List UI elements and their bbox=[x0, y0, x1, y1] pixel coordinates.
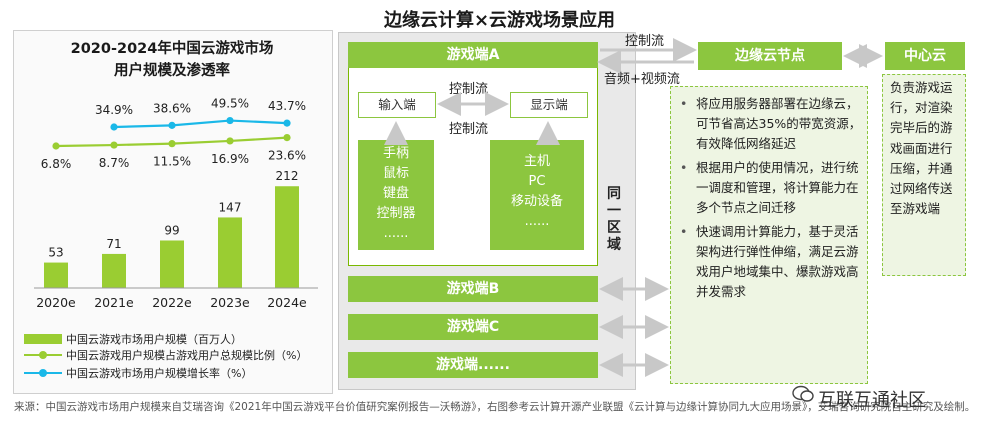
growth-label-2024e: 43.7% bbox=[268, 99, 306, 113]
input-device-1: 手柄 bbox=[382, 146, 409, 161]
legend-label-bar: 中国云游戏市场用户规模（百万人） bbox=[66, 333, 242, 346]
display-device-2: PC bbox=[528, 174, 546, 189]
chart-svg: 53 71 99 147 212 6.8% 8.7% 11.5% 16.9% 23.6% 34.9… bbox=[34, 97, 318, 310]
wechat-icon bbox=[792, 385, 814, 402]
category-label-2023e: 2023e bbox=[210, 295, 250, 310]
bar-label-2021e: 71 bbox=[106, 237, 121, 251]
legend-swatch-growth bbox=[24, 368, 62, 378]
bar-label-2020e: 53 bbox=[48, 246, 63, 260]
center-cloud-text: 负责游戏运行，对渲染完毕后的游戏画面进行压缩，并通过网络传送至游戏端 bbox=[890, 80, 953, 217]
edge-node-title: 边缘云节点 bbox=[698, 42, 842, 70]
ratio-point-2021e bbox=[110, 141, 118, 149]
ratio-point-2020e bbox=[52, 142, 60, 150]
growth-line bbox=[113, 119, 288, 129]
chart-title: 2020-2024年中国云游戏市场 用户规模及渗透率 bbox=[13, 38, 331, 82]
chart-title-line2: 用户规模及渗透率 bbox=[114, 63, 230, 79]
center-cloud-panel bbox=[882, 74, 966, 276]
bar-label-2024e: 212 bbox=[276, 169, 299, 183]
legend-item-ratio: 中国云游戏用户规模占游戏用户总规模比例（%） bbox=[24, 348, 307, 362]
client-c-bar: 游戏端C bbox=[348, 314, 598, 340]
legend-item-growth: 中国云游戏市场用户规模增长率（%） bbox=[24, 366, 252, 380]
center-cloud-title: 中心云 bbox=[885, 42, 965, 70]
display-device-3: 移动设备 bbox=[510, 194, 563, 209]
growth-label-2021e: 34.9% bbox=[95, 103, 133, 117]
display-device-4: ...... bbox=[524, 214, 550, 229]
category-label-2020e: 2020e bbox=[36, 295, 76, 310]
display-devices-box: 主机 PC 移动设备 ...... bbox=[490, 140, 584, 250]
input-devices-box: 手柄 鼠标 键盘 控制器 ...... bbox=[358, 140, 434, 250]
category-label-2021e: 2021e bbox=[94, 295, 134, 310]
legend-swatch-ratio bbox=[24, 350, 62, 360]
bar-2020e bbox=[44, 262, 68, 288]
growth-point-2024e bbox=[283, 119, 291, 127]
category-label-2022e: 2022e bbox=[152, 295, 192, 310]
edge-point-3: 快速调用计算能力，基于灵活架构进行弹性伸缩，满足云游戏用户地域集中、爆款游戏高并… bbox=[678, 222, 864, 302]
bar-2021e bbox=[102, 253, 126, 288]
growth-label-2023e: 49.5% bbox=[211, 97, 249, 111]
flow-label-av: 音频+视频流 bbox=[604, 72, 680, 87]
input-device-3: 键盘 bbox=[382, 186, 409, 201]
legend-item-bar: 中国云游戏市场用户规模（百万人） bbox=[24, 332, 242, 346]
legend-swatch-bar bbox=[24, 334, 62, 344]
bar-label-2022e: 99 bbox=[164, 223, 179, 237]
client-b-bar: 游戏端B bbox=[348, 276, 598, 302]
input-box: 输入端 bbox=[358, 92, 436, 118]
ratio-point-2024e bbox=[283, 134, 291, 142]
category-label-2024e: 2024e bbox=[267, 295, 307, 310]
display-box: 显示端 bbox=[510, 92, 588, 118]
edge-point-2: 根据用户的使用情况，进行统一调度和管理，将计算能力在多个节点之间迁移 bbox=[678, 158, 864, 218]
edge-point-1: 将应用服务器部署在边缘云，可节省高达35%的带宽资源，有效降低网络延迟 bbox=[678, 94, 864, 154]
edge-node-points: 将应用服务器部署在边缘云，可节省高达35%的带宽资源，有效降低网络延迟 根据用户… bbox=[678, 94, 864, 306]
bar-2024e bbox=[275, 186, 299, 288]
growth-label-2022e: 38.6% bbox=[153, 101, 191, 115]
legend-label-ratio: 中国云游戏用户规模占游戏用户总规模比例（%） bbox=[66, 349, 308, 362]
flow-label-down: 控制流 bbox=[449, 122, 489, 137]
ratio-label-2024e: 23.6% bbox=[268, 149, 306, 163]
client-more-bar: 游戏端...... bbox=[348, 352, 598, 378]
region-label: 同一区域 bbox=[607, 186, 621, 253]
watermark-text: 互联互通社区 bbox=[818, 390, 926, 411]
bar-label-2023e: 147 bbox=[219, 200, 242, 214]
input-device-5: ...... bbox=[383, 226, 409, 241]
growth-point-2023e bbox=[226, 116, 234, 125]
input-device-4: 控制器 bbox=[376, 206, 416, 221]
input-device-2: 鼠标 bbox=[382, 166, 409, 181]
ratio-label-2021e: 8.7% bbox=[99, 156, 130, 170]
ratio-label-2020e: 6.8% bbox=[41, 157, 72, 171]
main-title: 边缘云计算×云游戏场景应用 bbox=[383, 10, 616, 31]
bar-2022e bbox=[160, 240, 184, 288]
ratio-point-2023e bbox=[226, 137, 234, 145]
ratio-label-2023e: 16.9% bbox=[211, 152, 249, 166]
display-device-1: 主机 bbox=[523, 154, 550, 169]
growth-point-2022e bbox=[168, 121, 176, 129]
bar-2023e bbox=[218, 217, 242, 288]
ratio-point-2022e bbox=[168, 140, 176, 148]
growth-point-2021e bbox=[110, 123, 118, 131]
flow-label-control: 控制流 bbox=[625, 34, 665, 49]
ratio-label-2022e: 11.5% bbox=[153, 155, 191, 169]
source-note: 来源：中国云游戏市场用户规模来自艾瑞咨询《2021年中国云游戏平台价值研究案例报… bbox=[14, 401, 976, 413]
client-a-title: 游戏端A bbox=[348, 42, 598, 68]
legend-label-growth: 中国云游戏市场用户规模增长率（%） bbox=[66, 367, 253, 380]
chart-title-line1: 2020-2024年中国云游戏市场 bbox=[70, 41, 274, 57]
